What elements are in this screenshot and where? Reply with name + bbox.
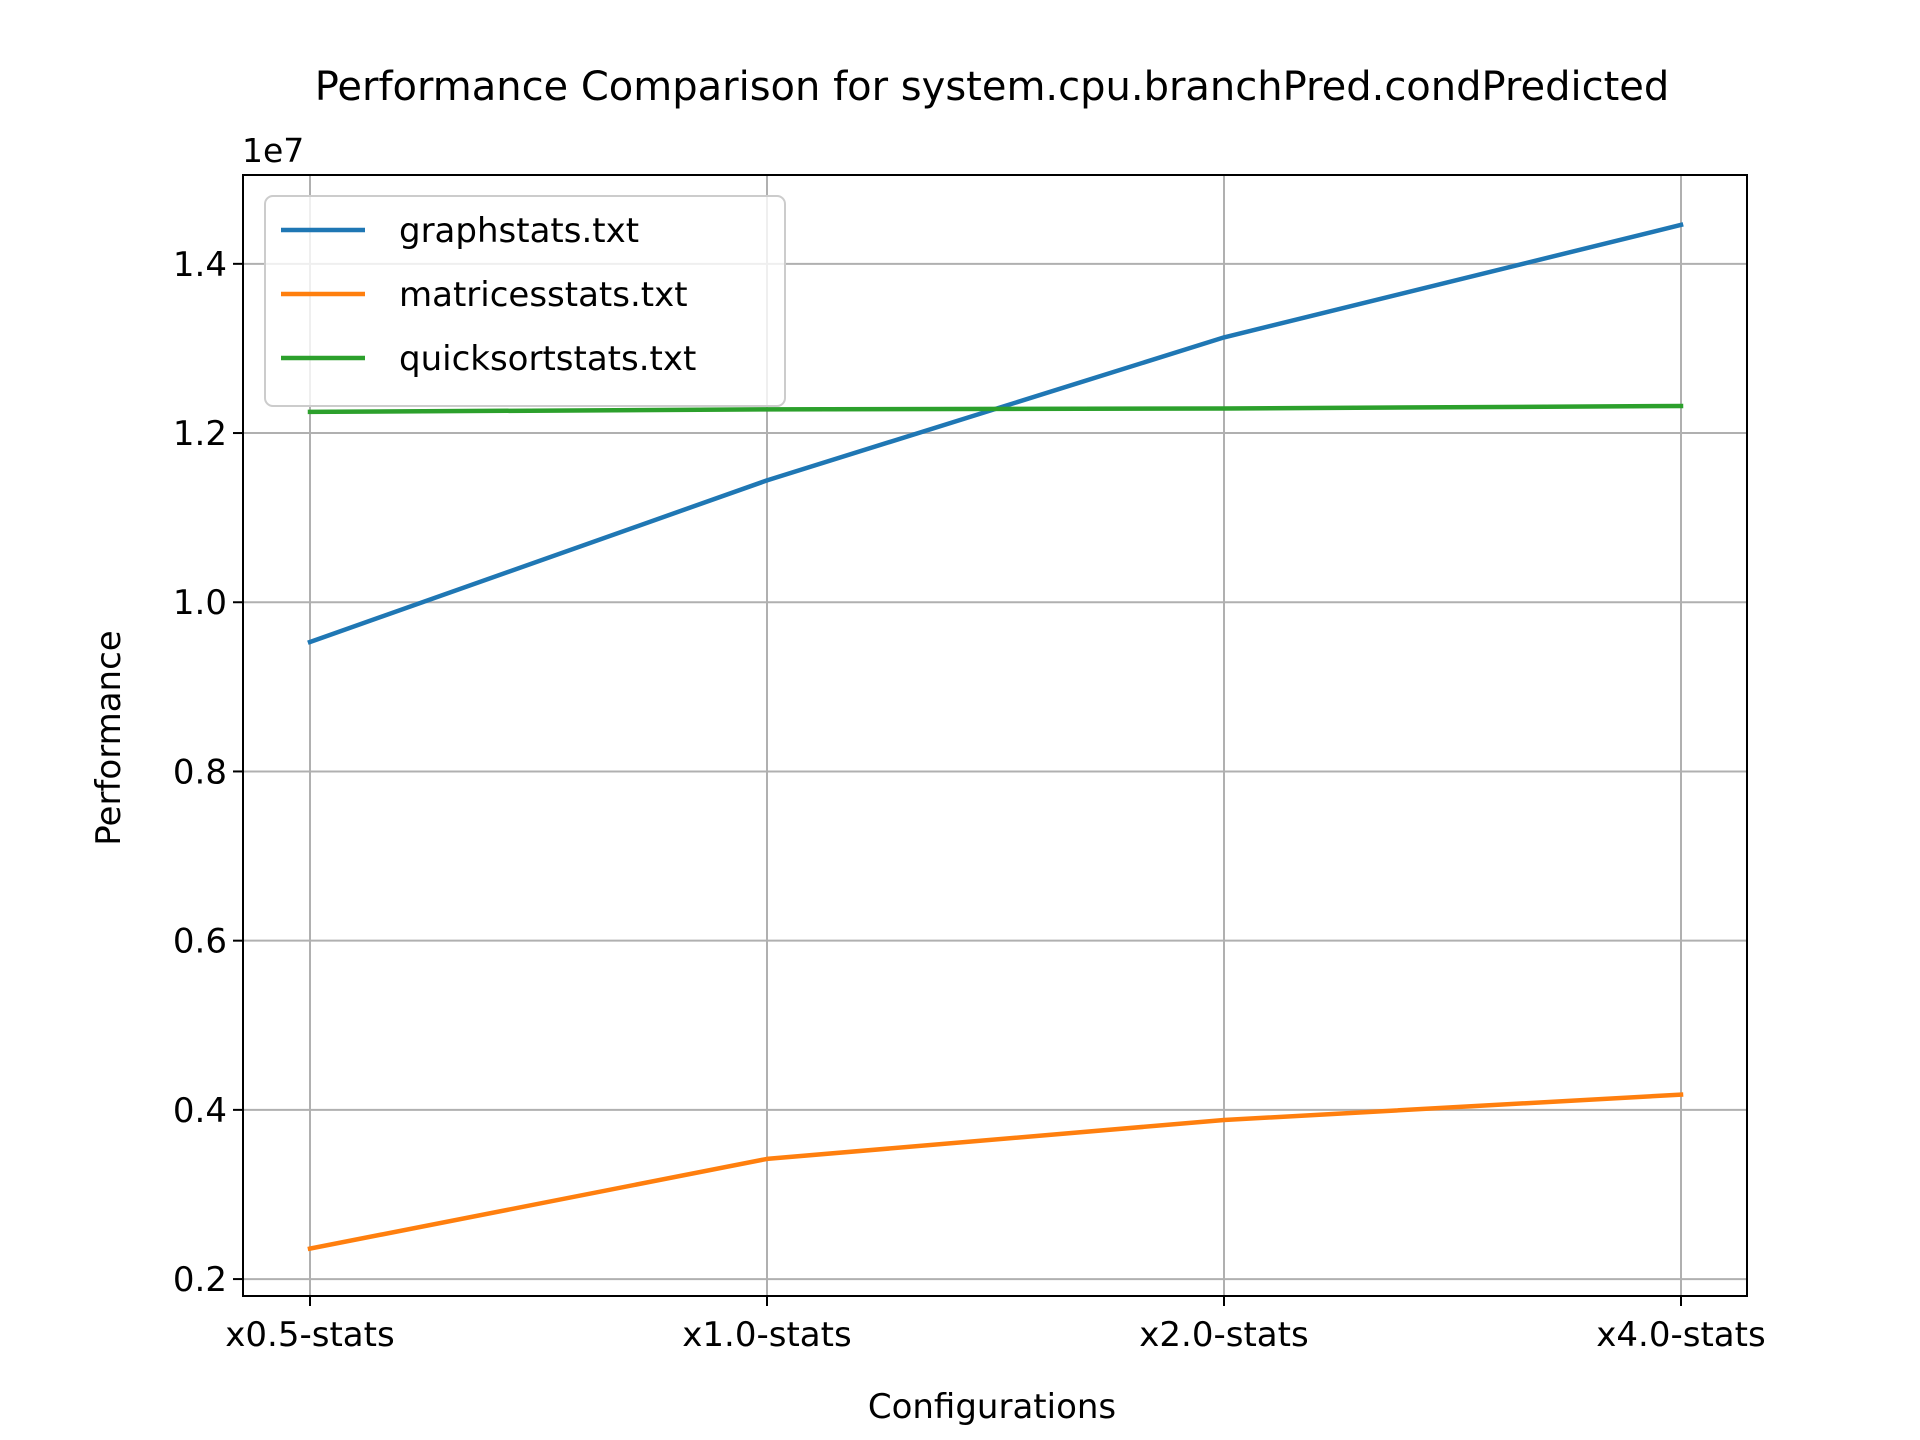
y-tick-label: 0.2: [173, 1260, 227, 1300]
series-layer: [307, 222, 1684, 1252]
x-tick-label: x2.0-stats: [1139, 1315, 1308, 1355]
legend: graphstats.txt matricesstats.txt quicksort…: [264, 195, 786, 407]
tick-layer: x0.5-stats x1.0-stats x2.0-stats x4.0-stats…: [173, 245, 1766, 1355]
x-tick-label: x1.0-stats: [682, 1315, 851, 1355]
grid-layer: [243, 175, 1747, 1296]
chart-title: Performance Comparison for system.cpu.br…: [315, 64, 1670, 110]
legend-box: [264, 195, 786, 407]
y-tick-label: 1.4: [173, 245, 227, 285]
y-axis-label: Performance: [89, 630, 129, 845]
x-axis-label: Configurations: [868, 1387, 1116, 1427]
y-tick-label: 0.4: [173, 1091, 227, 1131]
x-tick-label: x4.0-stats: [1596, 1315, 1765, 1355]
y-axis-multiplier: 1e7: [242, 131, 304, 170]
legend-label: graphstats.txt: [399, 211, 639, 251]
legend-label: quicksortstats.txt: [399, 339, 696, 379]
plot-frame: [242, 174, 1748, 1297]
y-tick-label: 0.6: [173, 922, 227, 962]
series-line-2: [307, 403, 1684, 415]
y-tick-label: 1.2: [173, 414, 227, 454]
legend-label: matricesstats.txt: [399, 275, 688, 315]
x-tick-label: x0.5-stats: [225, 1315, 394, 1355]
y-tick-label: 0.8: [173, 752, 227, 792]
y-tick-label: 1.0: [173, 583, 227, 623]
series-line-1: [307, 1092, 1684, 1252]
